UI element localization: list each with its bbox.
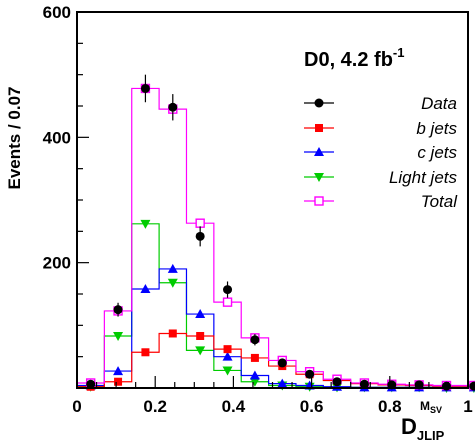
- series-b-point: [196, 331, 205, 340]
- series-c-point: [222, 351, 233, 361]
- series-total-outline: [76, 87, 475, 388]
- legend-item-b: b jets: [304, 119, 457, 138]
- series-light-point: [195, 346, 206, 356]
- y-tick-label: 400: [43, 128, 71, 147]
- series-data-point: [332, 377, 342, 387]
- series-data-point: [113, 305, 123, 315]
- series-c-point: [195, 309, 206, 319]
- series-data-point: [195, 231, 205, 241]
- series-b-point: [223, 345, 232, 354]
- series-light-outline: [76, 223, 475, 389]
- x-tick-label: 0.2: [143, 397, 167, 416]
- series-b-point: [168, 329, 177, 338]
- y-tick-label: 600: [43, 3, 71, 22]
- series-data-point: [140, 83, 150, 93]
- legend-item-total: Total: [304, 192, 458, 211]
- x-axis-title-sup-sub: SV: [430, 405, 442, 415]
- legend-label-c: c jets: [417, 143, 457, 162]
- series-c-point: [113, 366, 124, 376]
- series-data-point: [359, 379, 369, 389]
- legend-marker-light: [314, 173, 324, 182]
- x-tick-label: 0: [72, 397, 81, 416]
- x-tick-label: 0.4: [222, 397, 246, 416]
- legend: Data b jets c jets Light jets Total: [304, 94, 458, 211]
- experiment-label-main: D0, 4.2 fb: [304, 49, 393, 71]
- series-data-point: [250, 335, 260, 345]
- experiment-label-sup: -1: [393, 45, 405, 60]
- series-c: [76, 263, 475, 392]
- x-axis-title-superscript: MSV: [420, 399, 442, 415]
- y-tick-label: 200: [43, 254, 71, 273]
- legend-marker-data: [314, 98, 324, 108]
- y-axis-title: Events / 0.07: [5, 86, 24, 189]
- series-light-point: [249, 377, 260, 387]
- series-data-point: [223, 285, 233, 295]
- series-b-outline: [76, 332, 475, 388]
- series-data-point: [277, 358, 287, 368]
- series-data-point: [305, 369, 315, 379]
- series-c-point: [277, 378, 288, 388]
- x-tick-label: 0.6: [300, 397, 324, 416]
- legend-label-total: Total: [421, 192, 458, 211]
- series-b-point: [114, 377, 123, 386]
- series-data-point: [469, 381, 475, 391]
- x-axis-title-sup-main: M: [420, 399, 430, 413]
- series-total: [76, 83, 475, 391]
- plot-frame: [76, 11, 469, 389]
- legend-item-light: Light jets: [304, 168, 457, 187]
- series-c-point: [140, 283, 151, 293]
- x-tick-label: 1: [463, 397, 472, 416]
- series-b-point: [250, 353, 259, 362]
- legend-marker-total: [314, 196, 324, 206]
- series-layer: [76, 74, 475, 393]
- x-tick-label: 0.8: [378, 397, 402, 416]
- series-total-point: [195, 218, 205, 228]
- series-light-point: [113, 331, 124, 341]
- series-total-point: [222, 297, 233, 307]
- axis-ticks: 0 0.2 0.4 0.6 0.8 1 200 400 600: [43, 3, 473, 416]
- x-axis-title-main: D: [401, 414, 417, 439]
- legend-item-data: Data: [304, 94, 457, 113]
- legend-marker-b: [315, 124, 323, 132]
- series-data-point: [168, 102, 178, 112]
- series-data-point: [86, 379, 96, 389]
- series-light-point: [140, 219, 151, 229]
- series-c-outline: [76, 268, 475, 388]
- series-c-point: [249, 370, 260, 380]
- legend-label-light: Light jets: [389, 168, 458, 187]
- series-b-point: [141, 348, 150, 357]
- series-data-point: [441, 381, 451, 391]
- x-axis-title-sub: JLIP: [417, 428, 445, 443]
- legend-marker-c: [314, 147, 324, 156]
- legend-label-b: b jets: [416, 119, 457, 138]
- series-c-point: [167, 263, 178, 273]
- legend-label-data: Data: [421, 94, 457, 113]
- x-axis-title: DJLIP: [401, 414, 445, 443]
- series-light-point: [222, 366, 233, 376]
- series-light-point: [167, 278, 178, 288]
- series-light: [76, 219, 475, 393]
- legend-item-c: c jets: [304, 143, 457, 162]
- experiment-label: D0, 4.2 fb-1: [304, 45, 404, 71]
